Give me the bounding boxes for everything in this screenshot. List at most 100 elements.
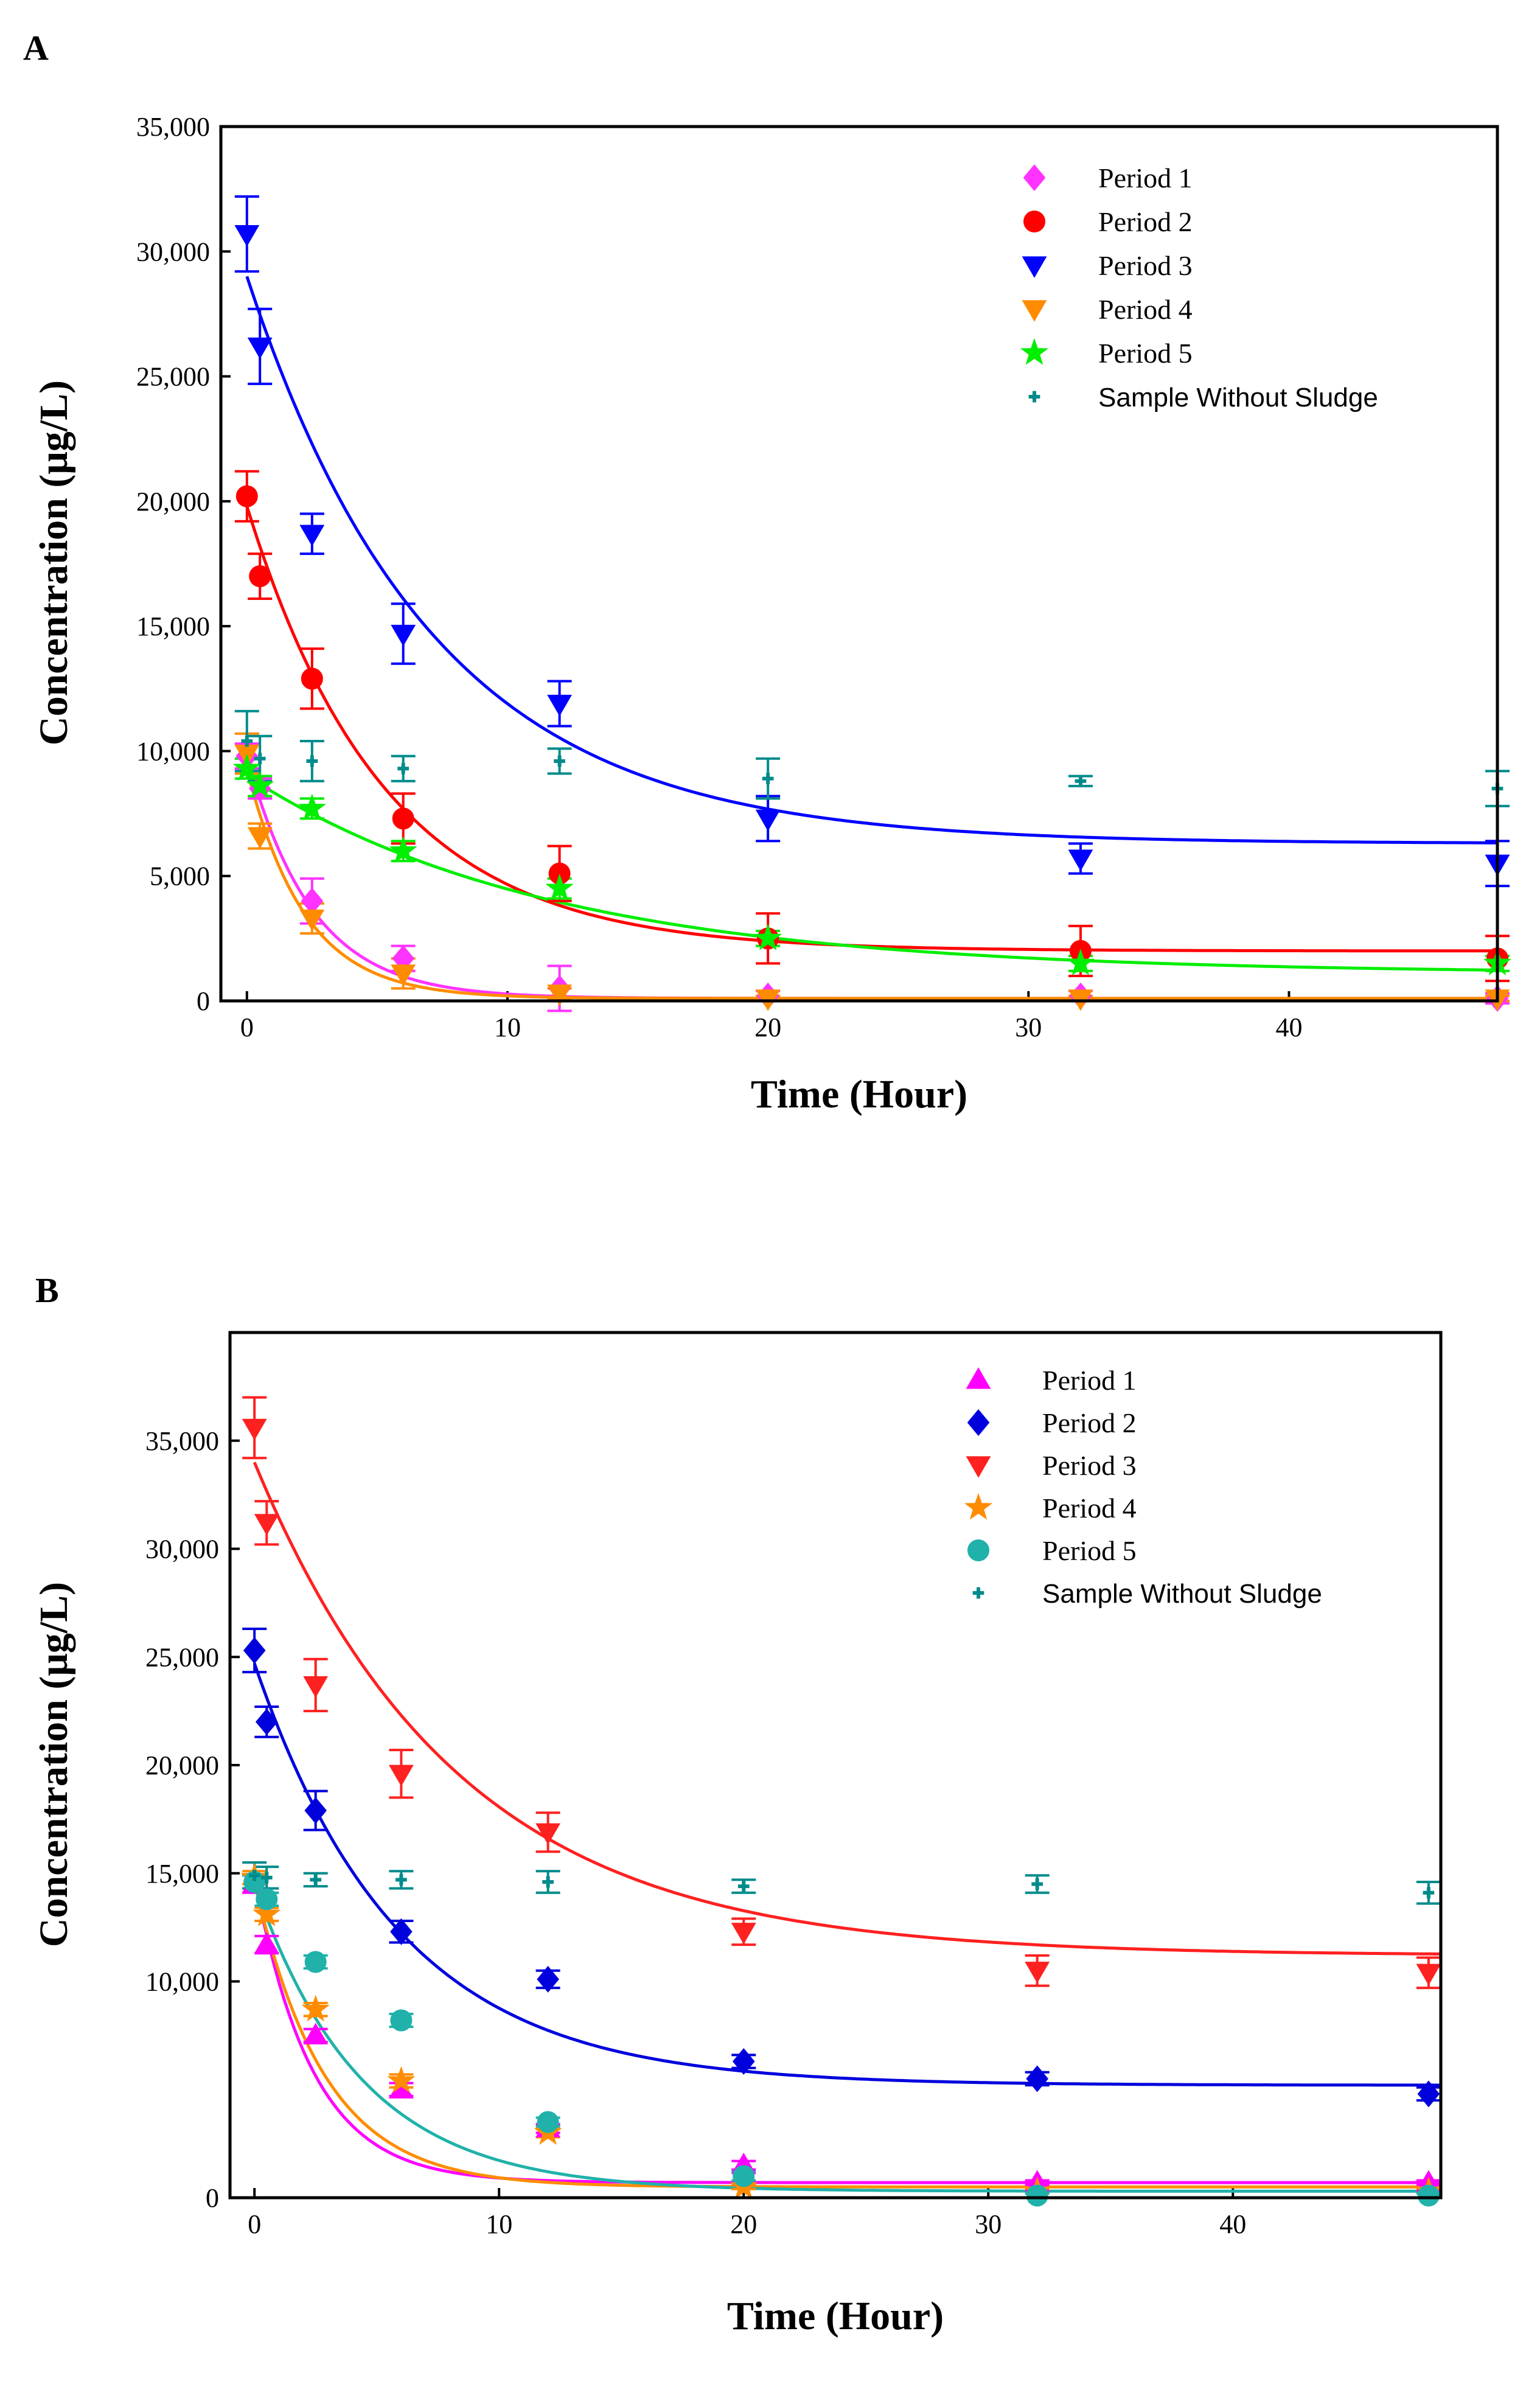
panel-a-legend-marker-period-3 [1022,256,1047,278]
panel-a-error-bars [234,195,1510,1012]
panel-b-point-period-3 [303,1676,329,1698]
panel-b-point-period-5 [733,2165,755,2187]
panel-b-legend-marker-period-4 [964,1493,993,1520]
panel-a-point-period-5 [545,873,574,901]
panel-a-point-sample-without-sludge [554,755,565,767]
panel-b-y-tick-label: 10,000 [145,1967,219,1997]
panel-a-point-period-3 [391,624,416,647]
panel-a-point-sample-without-sludge [254,753,266,765]
panel-a-point-sample-without-sludge [397,762,409,775]
panel-a-point-period-5 [246,771,274,798]
panel-b-x-tick-label: 30 [975,2209,1002,2239]
panel-b-legend: Period 1 Period 2 Period 3 Period 4 Period 5… [964,1365,1322,1609]
panel-b-point-period-3 [254,1514,279,1536]
panel-b-fit-period-5 [253,1883,1441,2193]
panel-letter-a: A [23,28,49,68]
panel-b: B 0 10 20 30 40 0 10,000 15,000 20,000 25,000 30,0… [32,1270,1443,2338]
panel-a-data-points [232,225,1512,1012]
panel-a-x-tick-label: 20 [754,1012,781,1042]
panel-b-point-period-1 [254,1932,279,1954]
panel-a-legend-label-period-2: Period 2 [1098,206,1193,237]
panel-b-legend-label-period-2: Period 2 [1042,1407,1137,1438]
panel-b-fit-period-1 [253,1877,1441,2184]
panel-b-x-axis-title: Time (Hour) [727,2294,944,2338]
panel-a-point-period-4 [547,984,573,1006]
panel-a-legend-marker-period-5 [1020,338,1049,365]
panel-a-x-tick-label: 40 [1275,1012,1302,1042]
panel-b-y-tick-label: 30,000 [145,1535,219,1564]
panel-b-legend-marker-period-2 [967,1409,990,1436]
panel-a-axes: 0 10 20 30 40 0 5,000 10,000 15,000 20,000 25,000 3… [136,112,1302,1042]
panel-b-y-tick-label: 20,000 [145,1751,219,1780]
panel-a-point-period-5 [232,753,261,781]
panel-a-point-sample-without-sludge [241,735,253,747]
panel-a: A 0 10 20 30 40 0 5,000 10,000 15,000 20,000 25,00… [23,28,1512,1117]
panel-b-point-period-5 [304,1951,327,1973]
panel-b-point-period-3 [1416,1963,1441,1985]
panel-b-fit-period-2 [253,1663,1441,2087]
panel-b-point-period-3 [1025,1962,1050,1984]
panel-a-point-sample-without-sludge [762,773,774,784]
panel-b-x-tick-label: 20 [730,2209,757,2239]
panel-b-point-period-3 [242,1418,267,1441]
panel-a-point-period-2 [235,485,258,507]
panel-b-point-period-2 [390,1918,413,1945]
panel-a-point-period-3 [547,694,573,717]
panel-a-point-period-2 [301,667,323,690]
panel-a-legend-label-period-4: Period 4 [1098,294,1193,325]
panel-b-point-period-3 [388,1765,414,1786]
panel-a-fit-period-3 [245,276,1497,845]
panel-b-point-period-5 [390,2009,413,2032]
panel-b-point-period-5 [1026,2184,1048,2207]
panel-b-point-period-2 [1026,2065,1048,2092]
panel-b-point-sample-without-sludge [1423,1887,1435,1899]
panel-b-y-tick-label: 15,000 [145,1859,219,1889]
panel-a-fit-period-1 [245,755,1497,1000]
panel-b-y-tick-label: 25,000 [145,1642,219,1672]
panel-a-point-period-3 [755,809,781,831]
panel-b-point-period-2 [243,1637,266,1664]
panel-a-point-period-3 [1068,849,1093,871]
panel-a-point-period-4 [391,964,416,986]
panel-b-y-tick-label: 35,000 [145,1426,219,1456]
panel-a-legend-label-period-1: Period 1 [1098,162,1193,193]
panel-a-legend: Period 1 Period 2 Period 3 Period 4 Period 5… [1020,162,1378,413]
panel-a-y-tick-label: 15,000 [136,611,210,641]
panel-a-point-period-3 [234,225,260,247]
panel-b-legend-marker-period-1 [966,1367,991,1389]
panel-b-point-sample-without-sludge [248,1869,260,1881]
panel-b-legend-label-sample-without-sludge: Sample Without Sludge [1042,1579,1322,1609]
panel-b-point-period-1 [303,2022,329,2044]
panel-a-legend-marker-sample-without-sludge [1028,391,1040,403]
panel-a-legend-marker-period-4 [1022,300,1047,322]
panel-b-point-period-5 [256,1888,278,1911]
panel-b-y-axis-title: Concentration (μg/L) [32,1582,76,1947]
panel-b-point-sample-without-sludge [260,1872,273,1884]
panel-a-point-period-4 [299,909,325,932]
panel-a-x-axis-title: Time (Hour) [751,1072,967,1117]
panel-b-x-tick-label: 0 [248,2209,261,2239]
panel-a-fit-period-2 [245,506,1497,953]
panel-a-fit-period-5 [246,775,1498,972]
panel-b-legend-label-period-3: Period 3 [1042,1450,1137,1481]
panel-b-point-sample-without-sludge [737,1880,750,1892]
panel-a-legend-label-sample-without-sludge: Sample Without Sludge [1098,383,1378,413]
panel-a-legend-label-period-3: Period 3 [1098,250,1193,281]
panel-letter-b: B [35,1270,59,1310]
panel-b-x-tick-label: 40 [1219,2209,1246,2239]
panel-b-point-period-2 [732,2048,755,2075]
panel-a-point-period-3 [247,337,273,359]
panel-a-point-period-5 [753,924,782,950]
panel-b-point-period-3 [731,1923,756,1945]
panel-a-point-sample-without-sludge [1075,775,1087,787]
panel-b-point-period-4 [387,2066,416,2093]
panel-a-legend-label-period-5: Period 5 [1098,338,1193,369]
panel-a-y-tick-label: 25,000 [136,362,210,392]
panel-a-point-period-5 [298,793,327,821]
panel-b-legend-marker-period-5 [967,1539,989,1561]
panel-b-y-tick-label: 0 [206,2183,219,2213]
panel-b-point-sample-without-sludge [1031,1878,1044,1890]
panel-a-point-period-5 [389,836,417,863]
panel-a-point-period-3 [299,524,325,546]
